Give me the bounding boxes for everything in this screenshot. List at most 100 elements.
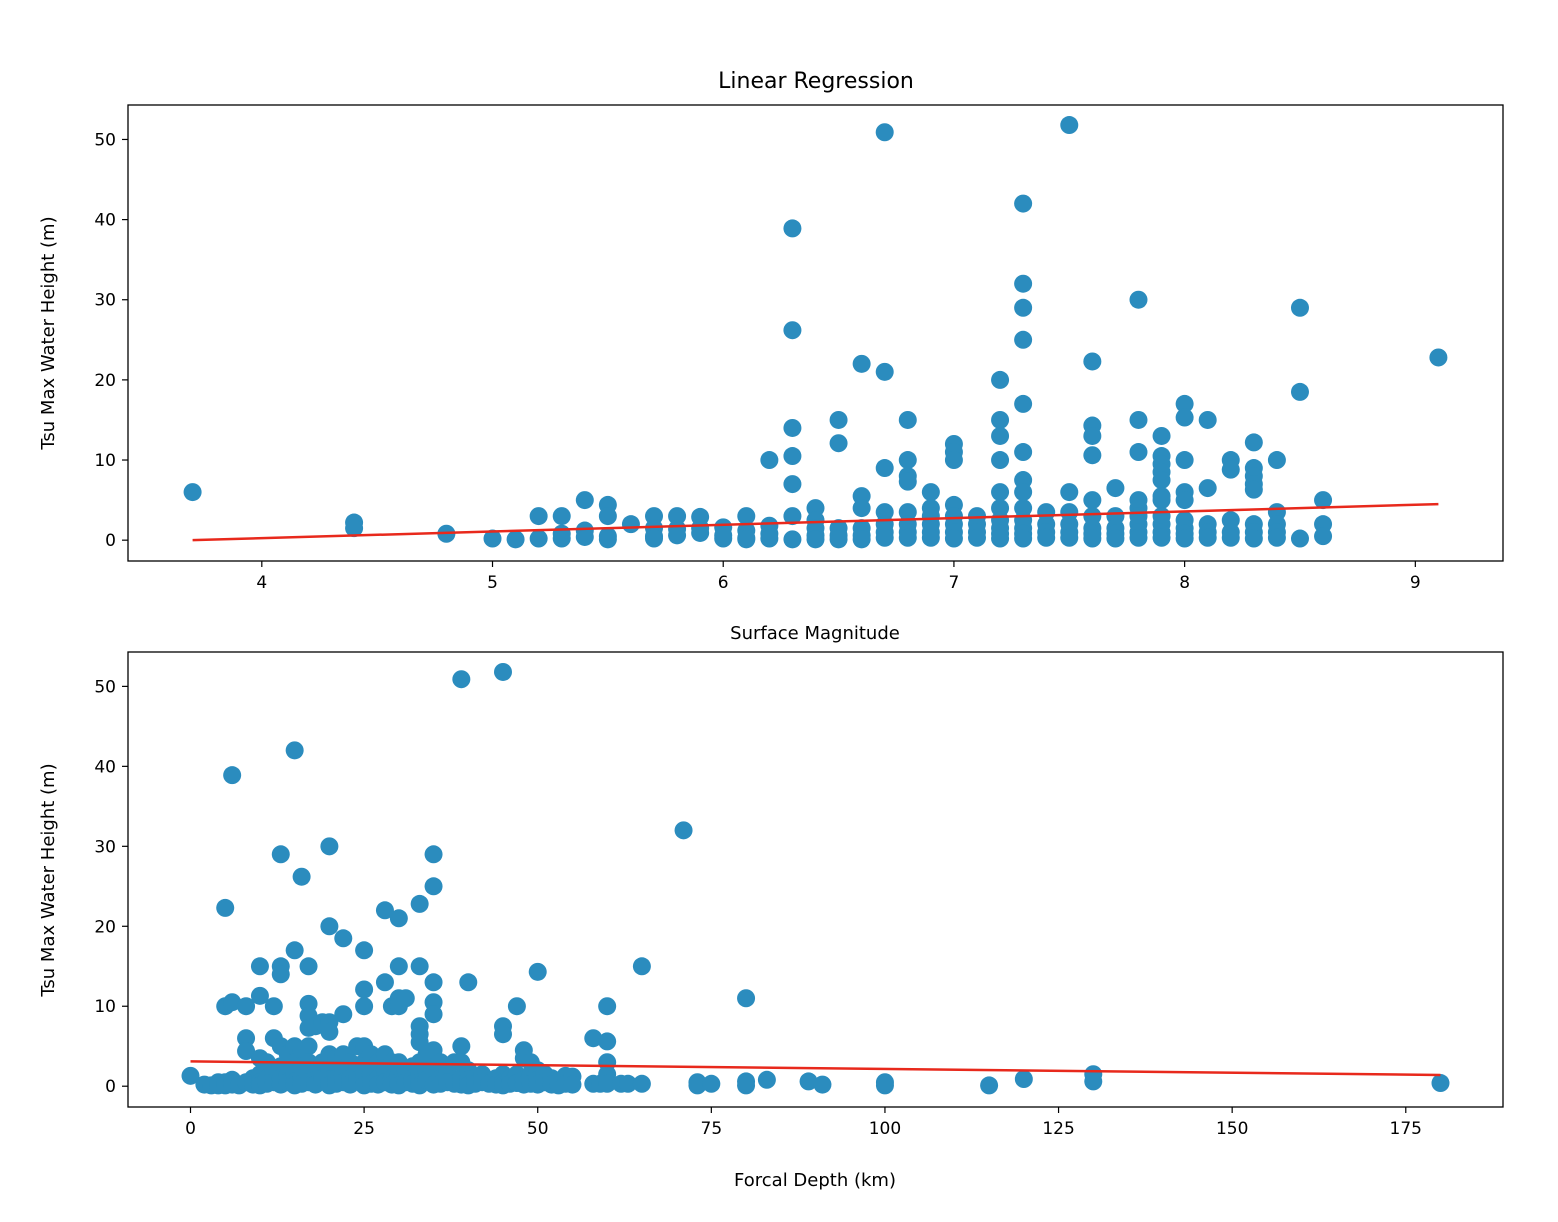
data-point [875, 528, 894, 547]
data-point [334, 1005, 353, 1024]
data-point [1175, 451, 1194, 470]
data-point [1083, 426, 1102, 445]
data-point [1244, 433, 1263, 452]
y-axis-title: Tsu Max Water Height (m) [38, 216, 59, 450]
data-point [1221, 528, 1240, 547]
data-point [452, 1037, 471, 1056]
data-point [1106, 479, 1125, 498]
data-point [737, 507, 756, 526]
x-tick-label: 4 [256, 573, 267, 593]
data-point [271, 965, 290, 984]
data-point [799, 1072, 818, 1091]
data-point [783, 507, 802, 526]
data-point [285, 941, 304, 960]
data-point [529, 507, 548, 526]
data-point [1014, 443, 1033, 462]
y-tick-label: 50 [94, 130, 116, 150]
data-point [1083, 446, 1102, 465]
data-point [621, 515, 640, 534]
data-point [783, 447, 802, 466]
data-point [355, 941, 374, 960]
data-point [1429, 348, 1448, 367]
data-point [1084, 1072, 1103, 1091]
data-point [528, 962, 547, 981]
data-point [529, 529, 548, 548]
x-tick-label: 150 [1216, 1119, 1248, 1139]
data-point [783, 530, 802, 549]
data-point [991, 370, 1010, 389]
data-point [237, 997, 256, 1016]
data-point [688, 1076, 707, 1095]
data-point [452, 670, 471, 689]
x-tick-label: 125 [1042, 1119, 1074, 1139]
data-point [494, 1025, 512, 1044]
data-point [668, 526, 687, 545]
data-point [237, 1042, 256, 1061]
data-point [271, 845, 290, 864]
data-point [1129, 290, 1148, 309]
data-point [250, 957, 269, 976]
data-point [483, 529, 502, 548]
data-point [575, 527, 594, 546]
data-point [875, 459, 894, 478]
data-point [875, 123, 894, 142]
data-point [737, 530, 756, 549]
data-point [737, 989, 756, 1008]
regression-line [192, 502, 1439, 542]
data-point [285, 741, 304, 760]
data-point [1014, 330, 1033, 349]
data-point [424, 973, 443, 992]
data-point [237, 1029, 256, 1048]
x-tick-label: 75 [701, 1119, 723, 1139]
data-point [1152, 426, 1171, 445]
x-axis-title: Forcal Depth (km) [734, 1170, 896, 1191]
data-point [691, 523, 710, 542]
data-point [757, 1070, 776, 1089]
data-point [598, 1032, 617, 1051]
data-point [1314, 527, 1333, 546]
data-point [1175, 394, 1194, 413]
data-point [645, 529, 664, 548]
x-tick-label: 175 [1390, 1119, 1422, 1139]
data-point [944, 451, 963, 470]
data-point [299, 957, 318, 976]
axis-ticks: 4 5 6 7 8 9 0 10 20 30 40 50 [94, 130, 1420, 593]
data-point [1431, 1074, 1450, 1093]
data-point [737, 1076, 756, 1095]
axis-ticks: 0 25 50 75 100 125 150 175 0 10 20 30 40 50 [94, 677, 1422, 1139]
data-point [1152, 471, 1171, 490]
data-point [250, 986, 269, 1005]
data-point [829, 410, 848, 429]
y-tick-label: 10 [94, 997, 116, 1017]
data-point [991, 410, 1010, 429]
data-point [1083, 491, 1102, 510]
x-tick-label: 7 [949, 573, 960, 593]
y-tick-label: 0 [105, 531, 116, 551]
data-point [1014, 394, 1033, 413]
chart-title: Linear Regression [718, 69, 914, 94]
data-point [598, 507, 617, 526]
data-point [320, 917, 339, 936]
x-tick-label: 100 [869, 1119, 901, 1139]
data-point [1175, 491, 1194, 510]
regression-line [190, 1060, 1441, 1077]
data-point [1014, 298, 1033, 317]
y-tick-label: 10 [94, 451, 116, 471]
data-point [410, 894, 429, 913]
data-point [1129, 528, 1148, 547]
data-point [223, 993, 242, 1012]
data-point [1060, 116, 1079, 135]
subplot-focal-depth: 0 25 50 75 100 125 150 175 0 10 20 30 40 50 Forcal De… [38, 651, 1504, 1191]
data-point [334, 929, 353, 948]
data-point [1244, 480, 1263, 499]
data-point [760, 529, 779, 548]
data-point [674, 821, 693, 840]
data-point [1129, 443, 1148, 462]
data-point [1290, 298, 1309, 317]
data-point [396, 989, 415, 1008]
data-point [1083, 529, 1102, 548]
data-point [494, 662, 512, 681]
data-point [702, 1074, 721, 1093]
